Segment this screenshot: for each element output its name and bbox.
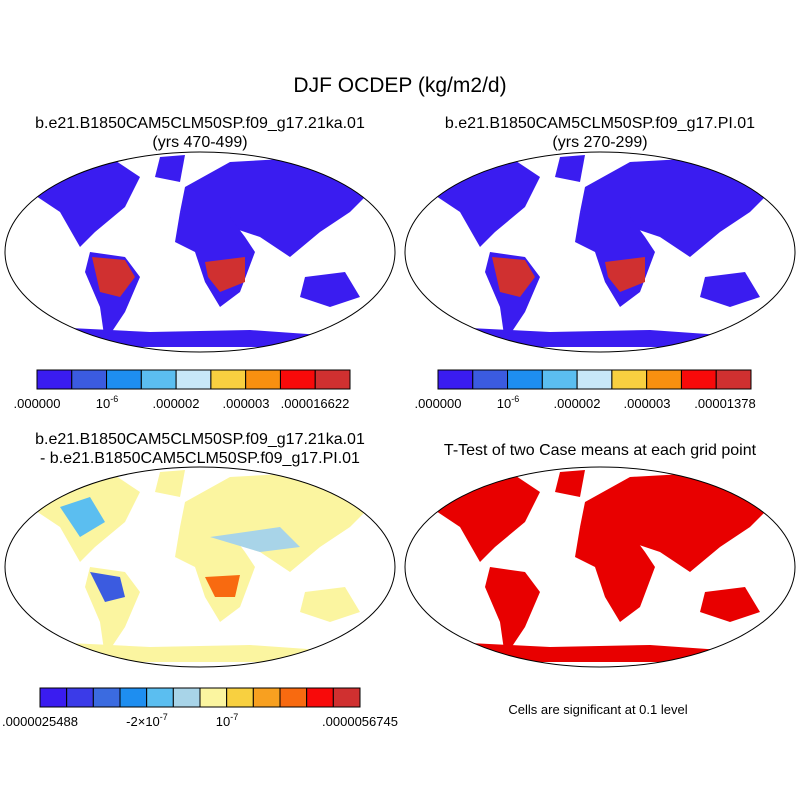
label-exponent: -6 bbox=[110, 394, 118, 404]
label-text: .000003 bbox=[223, 396, 270, 411]
map bbox=[404, 466, 796, 668]
colorbar-box bbox=[146, 687, 174, 708]
figure-title: DJF OCDEP (kg/m2/d) bbox=[293, 74, 506, 97]
label-text: .000000 bbox=[415, 396, 462, 411]
panel-title: b.e21.B1850CAM5CLM50SP.f09_g17.21ka.01 bbox=[35, 115, 365, 132]
colorbar-box bbox=[172, 687, 201, 708]
label-exponent: -7 bbox=[160, 712, 168, 722]
map bbox=[4, 466, 396, 668]
colorbar-label: .0000056745 bbox=[322, 714, 398, 729]
panel-title: b.e21.B1850CAM5CLM50SP.f09_g17.PI.01 bbox=[445, 115, 755, 132]
colorbar-box bbox=[279, 369, 316, 390]
colorbar-box bbox=[119, 687, 148, 708]
colorbar-box bbox=[36, 369, 73, 390]
colorbar-box bbox=[314, 369, 351, 390]
colorbar-box bbox=[199, 687, 228, 708]
colorbar-box bbox=[252, 687, 281, 708]
colorbar-box bbox=[92, 687, 121, 708]
colorbar-box bbox=[472, 369, 509, 390]
label-text: 10 bbox=[216, 714, 230, 729]
label-text: .0000056745 bbox=[322, 714, 398, 729]
colorbar-box bbox=[71, 369, 108, 390]
colorbar-box bbox=[507, 369, 543, 390]
colorbar-box bbox=[646, 369, 682, 390]
panel-subtitle: - b.e21.B1850CAM5CLM50SP.f09_g17.PI.01 bbox=[40, 450, 360, 467]
label-text: 10 bbox=[96, 396, 110, 411]
colorbar-label: 10-7 bbox=[216, 712, 238, 729]
colorbar-label: .0000025488 bbox=[2, 714, 78, 729]
colorbar-label: .000000 bbox=[14, 396, 61, 411]
map bbox=[404, 151, 796, 353]
colorbar-box bbox=[279, 687, 308, 708]
label-text: .000002 bbox=[554, 396, 601, 411]
colorbar-box bbox=[576, 369, 613, 390]
colorbar-box bbox=[140, 369, 177, 390]
colorbar-box bbox=[39, 687, 68, 708]
colorbar-box bbox=[437, 369, 474, 390]
label-text: -2×10 bbox=[126, 714, 160, 729]
colorbar-label: .00001378 bbox=[694, 396, 755, 411]
colorbar-label: -2×10-7 bbox=[126, 712, 168, 729]
colorbar-label: .000003 bbox=[624, 396, 671, 411]
colorbar-label: 10-6 bbox=[497, 394, 519, 411]
label-text: .000000 bbox=[14, 396, 61, 411]
colorbar-box bbox=[611, 369, 648, 390]
colorbar-box bbox=[332, 687, 361, 708]
label-text: .000002 bbox=[153, 396, 200, 411]
panel-subtitle: (yrs 270-299) bbox=[552, 134, 647, 151]
colorbar-label: .000002 bbox=[554, 396, 601, 411]
label-exponent: -6 bbox=[511, 394, 519, 404]
colorbar-label: 10-6 bbox=[96, 394, 118, 411]
label-text: .00001378 bbox=[694, 396, 755, 411]
label-text: .000016622 bbox=[281, 396, 350, 411]
panel-note: Cells are significant at 0.1 level bbox=[508, 702, 687, 717]
colorbar-box bbox=[245, 369, 281, 390]
panel-title: T-Test of two Case means at each grid po… bbox=[444, 442, 757, 459]
colorbar-box bbox=[541, 369, 578, 390]
colorbar-label: .000016622 bbox=[281, 396, 350, 411]
label-exponent: -7 bbox=[230, 712, 238, 722]
colorbar-box bbox=[210, 369, 247, 390]
colorbar-label: .000002 bbox=[153, 396, 200, 411]
colorbar-label: .000003 bbox=[223, 396, 270, 411]
colorbar-box bbox=[226, 687, 254, 708]
label-text: .000003 bbox=[624, 396, 671, 411]
label-text: 10 bbox=[497, 396, 511, 411]
colorbar-box bbox=[715, 369, 752, 390]
panel-title: b.e21.B1850CAM5CLM50SP.f09_g17.21ka.01 bbox=[35, 431, 365, 448]
colorbar-box bbox=[680, 369, 717, 390]
label-text: .0000025488 bbox=[2, 714, 78, 729]
colorbar-box bbox=[66, 687, 94, 708]
map bbox=[4, 151, 396, 353]
colorbar-box bbox=[106, 369, 142, 390]
colorbar-label: .000000 bbox=[415, 396, 462, 411]
panel-subtitle: (yrs 470-499) bbox=[152, 134, 247, 151]
colorbar-box bbox=[306, 687, 334, 708]
colorbar-box bbox=[175, 369, 212, 390]
